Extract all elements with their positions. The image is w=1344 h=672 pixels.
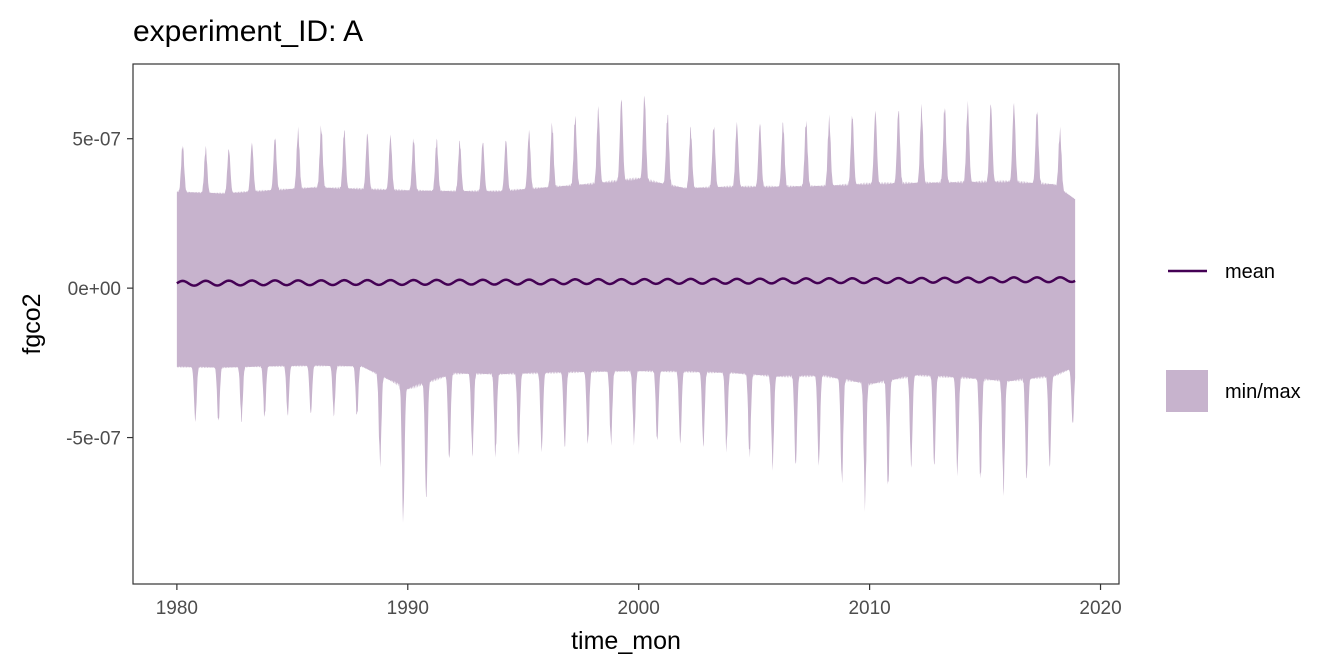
mean-line xyxy=(176,276,1076,287)
legend: mean min/max xyxy=(1166,261,1301,412)
y-tick-label-0e+00: 0e+00 xyxy=(68,279,121,300)
legend-key-min-max xyxy=(1166,370,1208,412)
legend-label-min-max: min/max xyxy=(1225,381,1301,403)
plot-border xyxy=(132,63,1120,585)
y-tick-label--5e-07: -5e-07 xyxy=(66,429,121,450)
x-axis-title: time_mon xyxy=(571,627,681,655)
x-tick-label-1990: 1990 xyxy=(387,598,429,619)
chart-title: experiment_ID: A xyxy=(133,15,363,48)
y-tick-label-5e-07: 5e-07 xyxy=(72,130,121,151)
x-axis: 1980 1990 2000 2010 2020 xyxy=(156,584,1122,619)
y-axis-title: fgco2 xyxy=(18,293,46,354)
x-tick-label-1980: 1980 xyxy=(156,598,198,619)
x-tick-label-2010: 2010 xyxy=(848,598,890,619)
min-max-band xyxy=(176,95,1076,523)
min-max-ribbon xyxy=(176,95,1076,523)
legend-label-mean: mean xyxy=(1225,261,1275,283)
x-tick-label-2020: 2020 xyxy=(1079,598,1121,619)
mean-series-line xyxy=(176,276,1076,287)
y-axis: 5e-07 0e+00 -5e-07 xyxy=(66,130,133,450)
x-tick-label-2000: 2000 xyxy=(618,598,660,619)
